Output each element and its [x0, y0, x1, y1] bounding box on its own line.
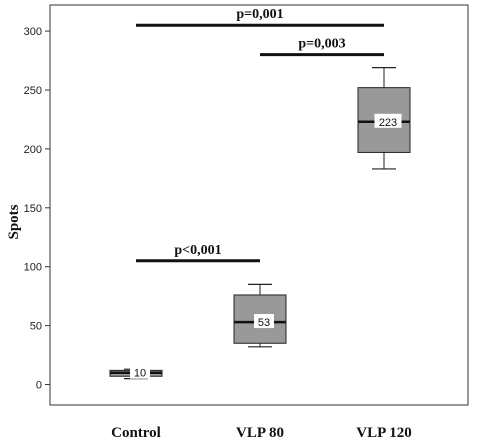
category-label: VLP 80 — [236, 425, 284, 441]
category-label: Control — [111, 425, 161, 441]
median-label-bg — [254, 314, 274, 329]
significance-bars: p<0,001 p=0,003 p=0,001 — [136, 7, 384, 263]
significance-label: p=0,001 — [236, 7, 283, 22]
y-tick-label: 300 — [24, 26, 42, 38]
median-label: 223 — [379, 117, 397, 129]
median-label: 10 — [134, 368, 146, 380]
median-label-bg — [374, 113, 402, 128]
plot-frame — [49, 4, 469, 406]
box-vlp-120: 223 — [357, 67, 411, 170]
y-ticks: 0 50 100 150 200 250 300 — [24, 26, 50, 392]
category-label: VLP 120 — [356, 425, 411, 441]
median-label: 53 — [258, 317, 270, 329]
significance-label: p=0,003 — [298, 37, 345, 52]
y-tick-label: 250 — [24, 85, 42, 97]
box-vlp-80: 53 — [233, 283, 287, 348]
category-labels: Control VLP 80 VLP 120 — [111, 425, 412, 441]
box-control: 10 — [109, 364, 163, 380]
axes — [49, 4, 469, 406]
y-tick-label: 50 — [30, 321, 42, 333]
y-axis-label: Spots — [6, 204, 22, 239]
y-tick-label: 0 — [36, 380, 42, 392]
y-tick-label: 150 — [24, 203, 42, 215]
boxes: 10 53 223 — [109, 67, 411, 380]
y-tick-label: 100 — [24, 262, 42, 274]
median-label-bg — [130, 364, 150, 379]
y-tick-label: 200 — [24, 144, 42, 156]
significance-label: p<0,001 — [174, 243, 221, 258]
